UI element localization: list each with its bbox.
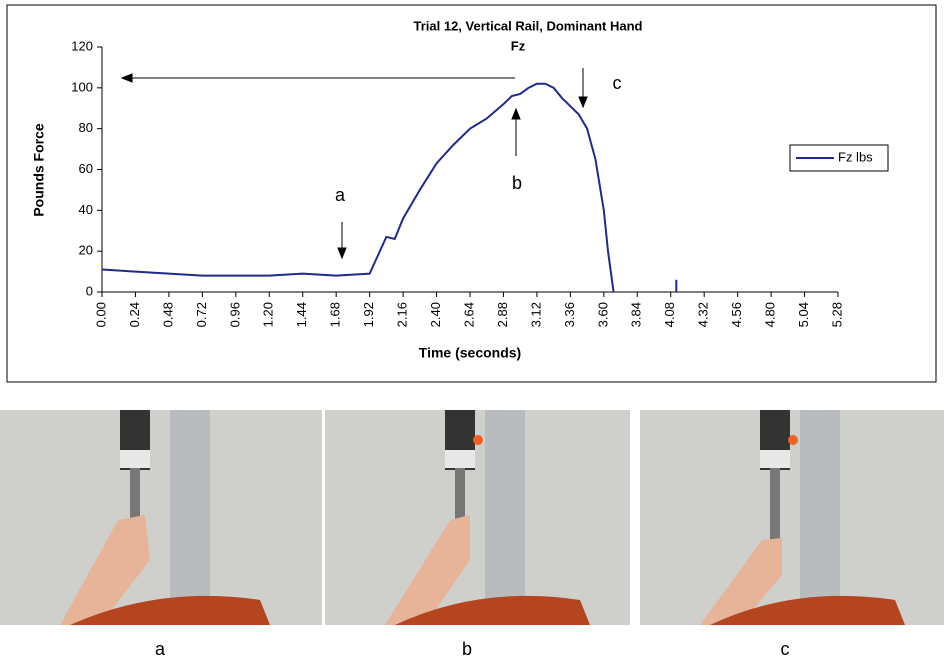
x-tick-label: 0.24 bbox=[127, 302, 142, 327]
annotation-arrows bbox=[120, 68, 588, 260]
x-tick-label: 0.96 bbox=[227, 302, 242, 327]
y-tick-label: 100 bbox=[71, 79, 93, 94]
x-tick-label: 5.28 bbox=[829, 302, 844, 327]
x-tick-label: 3.36 bbox=[562, 302, 577, 327]
y-tick-label: 120 bbox=[71, 38, 93, 53]
y-tick-label: 0 bbox=[86, 283, 93, 298]
chart-subtitle: Fz bbox=[511, 38, 526, 53]
x-tick-label: 3.60 bbox=[595, 302, 610, 327]
x-tick-label: 4.80 bbox=[763, 302, 778, 327]
y-axis-label: Pounds Force bbox=[31, 123, 47, 217]
y-tick-label: 20 bbox=[79, 243, 93, 258]
data-line bbox=[101, 82, 678, 293]
chart-title: Trial 12, Vertical Rail, Dominant Hand bbox=[413, 18, 642, 33]
photo bbox=[325, 410, 630, 625]
x-tick-label: 1.92 bbox=[361, 302, 376, 327]
x-tick-label: 4.56 bbox=[729, 302, 744, 327]
x-tick-label: 3.12 bbox=[528, 302, 543, 327]
x-tick-label: 2.64 bbox=[461, 302, 476, 327]
x-tick-label: 1.20 bbox=[261, 302, 276, 327]
x-tick-label: 4.32 bbox=[696, 302, 711, 327]
legend-label: Fz lbs bbox=[838, 149, 873, 164]
x-tick-label: 0.00 bbox=[93, 302, 108, 327]
annotation: b bbox=[512, 173, 522, 193]
x-tick-label: 4.08 bbox=[662, 302, 677, 327]
photo bbox=[640, 410, 944, 625]
x-tick-label: 1.44 bbox=[294, 302, 309, 327]
x-axis-label: Time (seconds) bbox=[419, 345, 521, 361]
x-tick-label: 5.04 bbox=[796, 302, 811, 327]
annotation: c bbox=[613, 73, 622, 93]
y-tick-label: 40 bbox=[79, 202, 93, 217]
chart-frame bbox=[6, 4, 937, 383]
x-tick-label: 1.68 bbox=[328, 302, 343, 327]
x-tick-label: 0.72 bbox=[194, 302, 209, 327]
x-tick-label: 2.40 bbox=[428, 302, 443, 327]
x-tick-label: 3.84 bbox=[629, 302, 644, 327]
x-tick-label: 2.16 bbox=[395, 302, 410, 327]
photo-caption: b bbox=[462, 639, 472, 659]
photo-caption: a bbox=[155, 639, 166, 659]
x-tick-label: 2.88 bbox=[495, 302, 510, 327]
y-tick-label: 80 bbox=[79, 120, 93, 135]
annotation: a bbox=[335, 185, 346, 205]
photo-caption: c bbox=[781, 639, 790, 659]
x-tick-label: 0.48 bbox=[160, 302, 175, 327]
y-tick-label: 60 bbox=[79, 161, 93, 176]
photo bbox=[0, 410, 322, 625]
